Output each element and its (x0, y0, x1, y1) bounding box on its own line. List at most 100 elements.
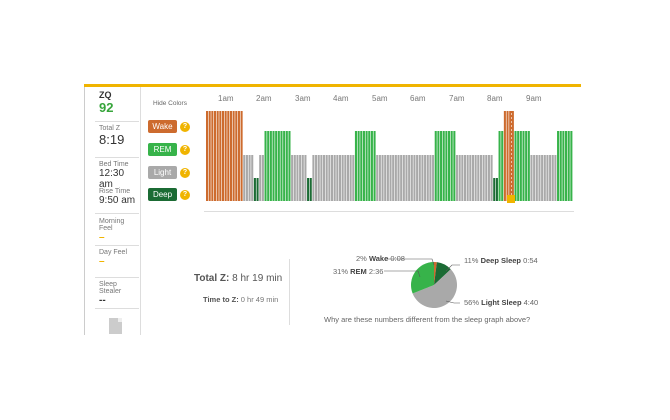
sleep-bar-light (479, 155, 482, 201)
sleep-bar-light (432, 155, 435, 201)
sleep-bar-light (471, 155, 474, 201)
rise-time-handle[interactable] (507, 195, 515, 203)
sleep-bar-wake (219, 111, 222, 201)
sleep-bar-light (349, 155, 352, 201)
day-feel-block[interactable]: Day Feel – (99, 249, 139, 267)
pie-label-wake: 2% Wake 0:08 (356, 254, 405, 263)
sleep-bar-light (296, 155, 299, 201)
sleep-bar-wake (216, 111, 219, 201)
why-different-link[interactable]: Why are these numbers different from the… (324, 315, 531, 324)
time-label: 2am (256, 94, 272, 103)
sleep-bar-rem (275, 131, 278, 201)
sleep-bar-light (394, 155, 397, 201)
sleep-bar-light (397, 155, 400, 201)
morning-feel-block[interactable]: Morning Feel – (99, 218, 139, 243)
deep-time: 0:54 (523, 256, 538, 265)
sleep-bar-rem (453, 131, 456, 201)
sleep-bar-deep (253, 178, 256, 201)
hide-colors-link[interactable]: Hide Colors (153, 100, 187, 107)
sleep-bar-light (317, 155, 320, 201)
sleep-bar-light (482, 155, 485, 201)
sleep-bar-rem (285, 131, 288, 201)
sleep-graph[interactable] (206, 111, 573, 205)
sleep-bar-rem (565, 131, 568, 201)
sleep-stealer-value: -- (99, 295, 106, 306)
document-icon[interactable] (109, 318, 122, 334)
sleep-bar-light (341, 155, 344, 201)
sleep-bar-rem (365, 131, 368, 201)
sleep-bar-light (458, 155, 461, 201)
light-name: Light Sleep (481, 298, 522, 307)
sleep-bar-rem (450, 131, 453, 201)
day-feel-label: Day Feel (99, 249, 128, 256)
zq-block: ZQ 92 (99, 90, 139, 115)
sleep-bar-wake (232, 111, 235, 201)
time-label: 5am (372, 94, 388, 103)
sleep-bar-light (474, 155, 477, 201)
time-label: 3am (295, 94, 311, 103)
sleep-bar-rem (354, 131, 357, 201)
sleep-bar-light (245, 155, 248, 201)
pie-slice-light (412, 269, 458, 309)
sleep-bar-rem (434, 131, 437, 201)
total-z-summary-label: Total Z: (194, 273, 230, 284)
sleep-bar-light (320, 155, 323, 201)
sleep-stage-pie (411, 262, 458, 309)
deep-help-icon[interactable]: ? (180, 190, 190, 200)
total-z-label: Total Z (99, 125, 121, 132)
sleep-bar-light (384, 155, 387, 201)
sleep-bar-light (325, 155, 328, 201)
sleep-stealer-block[interactable]: Sleep Stealer -- (99, 281, 139, 306)
light-help-icon[interactable]: ? (180, 168, 190, 178)
sleep-bar-rem (559, 131, 562, 201)
sleep-bar-wake (229, 111, 232, 201)
sleep-bar-wake (506, 111, 509, 201)
leader-rem (384, 270, 421, 278)
sleep-bar-rem (527, 131, 530, 201)
sleep-bar-light (530, 155, 533, 201)
sleep-bar-rem (448, 131, 451, 201)
time-label: 4am (333, 94, 349, 103)
sleep-stealer-label: Sleep Stealer (99, 281, 122, 295)
leader-wake (384, 258, 435, 266)
sleep-bar-light (315, 155, 318, 201)
sleep-bar-light (304, 155, 307, 201)
sleep-bar-light (405, 155, 408, 201)
divider (95, 245, 139, 246)
rem-help-icon[interactable]: ? (180, 145, 190, 155)
legend-deep-button[interactable]: Deep (148, 188, 177, 201)
sleep-bar-light (259, 155, 262, 201)
time-to-z-summary: Time to Z: 0 hr 49 min (203, 295, 278, 304)
sleep-bar-light (330, 155, 334, 201)
pie-slice-rem (411, 262, 434, 294)
light-time: 4:40 (523, 298, 539, 307)
sleep-bar-rem (501, 131, 504, 201)
rise-time-block: Rise Time 9:50 am (99, 188, 139, 206)
rem-name: REM (350, 267, 367, 276)
sleep-bar-rem (570, 131, 573, 201)
sleep-bar-light (538, 155, 541, 201)
legend-wake-button[interactable]: Wake (148, 120, 177, 133)
sleep-bar-light (549, 155, 552, 201)
sleep-bar-wake (208, 111, 211, 201)
divider (95, 157, 139, 158)
sleep-bar-light (426, 155, 429, 201)
divider (204, 211, 574, 212)
sleep-bar-rem (442, 131, 445, 201)
zq-value: 92 (99, 100, 114, 115)
time-label: 1am (218, 94, 234, 103)
sleep-bar-light (261, 155, 264, 201)
sleep-bar-rem (368, 131, 371, 201)
legend-rem-button[interactable]: REM (148, 143, 177, 156)
legend-light-button[interactable]: Light (148, 166, 177, 179)
time-label: 6am (410, 94, 426, 103)
morning-feel-label: Morning Feel (99, 218, 125, 232)
wake-help-icon[interactable]: ? (180, 122, 190, 132)
wake-name: Wake (368, 254, 389, 263)
sleep-bar-rem (360, 131, 363, 201)
sleep-bar-rem (283, 131, 286, 201)
deep-name: Deep Sleep (480, 256, 521, 265)
sleep-bar-light (410, 155, 413, 201)
sleep-bar-light (455, 155, 459, 201)
sleep-bar-light (381, 155, 384, 201)
